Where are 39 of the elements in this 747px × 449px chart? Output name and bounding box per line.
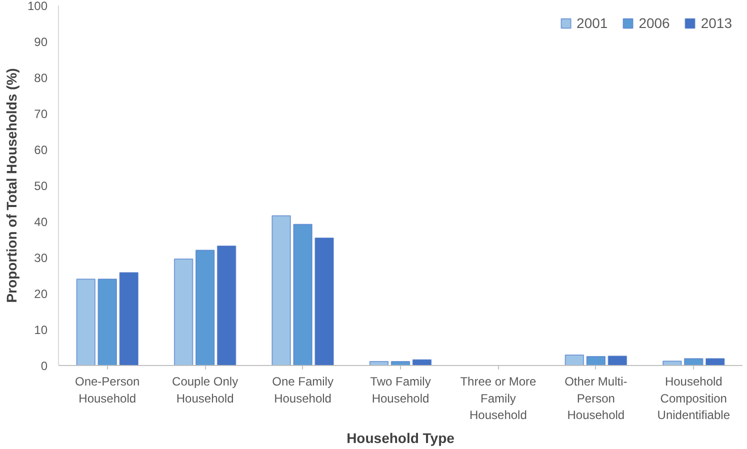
x-tick-label: Three or More Family Household: [460, 374, 537, 422]
y-axis-title: Proportion of Total Households (%): [3, 68, 20, 303]
bar: [216, 245, 236, 366]
bar: [314, 238, 334, 366]
x-tick-label: One Family Household: [272, 374, 334, 406]
x-axis-title: Household Type: [346, 430, 455, 446]
bar: [98, 278, 117, 366]
bar: [684, 358, 704, 366]
x-tick-label: One-Person Household: [75, 374, 140, 406]
bar: [564, 354, 584, 366]
x-tick-label: Other Multi- Person Household: [564, 374, 628, 422]
y-tick-label: 50: [34, 179, 48, 193]
bar: [412, 359, 432, 366]
bar: [706, 358, 725, 366]
y-tick-label: 20: [34, 287, 48, 301]
bar: [586, 356, 606, 366]
bar: [272, 215, 291, 366]
x-tick-label: Household Composition Unidentifiable: [657, 374, 730, 422]
bar: [174, 258, 194, 366]
y-tick-label: 30: [34, 251, 48, 265]
y-tick-label: 70: [34, 107, 48, 121]
x-tick-label: Couple Only Household: [172, 374, 238, 406]
y-tick-label: 60: [34, 143, 48, 157]
y-tick-label: 100: [27, 0, 48, 13]
y-tick-label: 40: [34, 215, 48, 229]
y-tick-label: 80: [34, 71, 48, 85]
x-tick-label: Two Family Household: [370, 374, 431, 406]
bar: [608, 356, 628, 366]
bar: [119, 272, 138, 366]
legend-label: 2001: [576, 15, 608, 31]
legend-label: 2006: [638, 15, 670, 31]
legend-label: 2013: [700, 15, 732, 31]
bar: [662, 360, 682, 366]
bar: [76, 278, 96, 366]
y-tick-label: 90: [34, 35, 48, 49]
bar: [195, 250, 215, 366]
bar: [293, 224, 312, 366]
y-tick-label: 10: [34, 323, 48, 337]
y-tick-label: 0: [40, 359, 48, 373]
